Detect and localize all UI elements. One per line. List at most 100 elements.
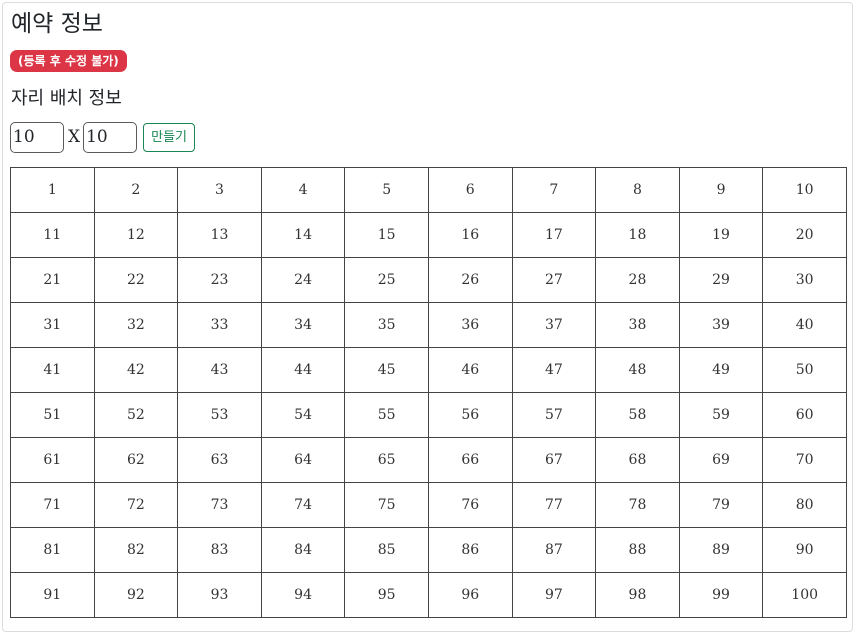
seat-cell[interactable]: 77	[511, 482, 597, 528]
seat-cell[interactable]: 81	[10, 527, 95, 573]
seat-cell[interactable]: 84	[260, 527, 346, 573]
seat-cell[interactable]: 17	[511, 212, 597, 258]
seat-cell[interactable]: 93	[177, 572, 262, 618]
seat-cell[interactable]: 55	[344, 392, 429, 438]
seat-cell[interactable]: 20	[762, 212, 847, 258]
seat-cell[interactable]: 68	[595, 437, 680, 483]
seat-cell[interactable]: 78	[595, 482, 680, 528]
seat-cell[interactable]: 56	[427, 392, 513, 438]
seat-cell[interactable]: 79	[678, 482, 764, 528]
seat-cell[interactable]: 28	[595, 257, 680, 303]
seat-cell[interactable]: 30	[762, 257, 847, 303]
seat-cell[interactable]: 21	[10, 257, 95, 303]
seat-cell[interactable]: 51	[10, 392, 95, 438]
seat-cell[interactable]: 31	[10, 302, 95, 348]
seat-cell[interactable]: 41	[10, 347, 95, 393]
seat-cell[interactable]: 34	[260, 302, 346, 348]
seat-cell[interactable]: 52	[93, 392, 179, 438]
seat-cell[interactable]: 83	[177, 527, 262, 573]
seat-cell[interactable]: 48	[595, 347, 680, 393]
seat-cell[interactable]: 10	[762, 167, 847, 213]
seat-cell[interactable]: 100	[762, 572, 847, 618]
seat-cell[interactable]: 75	[344, 482, 429, 528]
seat-cell[interactable]: 15	[344, 212, 429, 258]
seat-cell[interactable]: 18	[595, 212, 680, 258]
seat-cell[interactable]: 95	[344, 572, 429, 618]
seat-cell[interactable]: 24	[260, 257, 346, 303]
seat-cell[interactable]: 98	[595, 572, 680, 618]
seat-cell[interactable]: 49	[678, 347, 764, 393]
seat-cell[interactable]: 42	[93, 347, 179, 393]
seat-cell[interactable]: 67	[511, 437, 597, 483]
seat-cell[interactable]: 60	[762, 392, 847, 438]
seat-cell[interactable]: 12	[93, 212, 179, 258]
seat-cell[interactable]: 4	[260, 167, 346, 213]
seat-cell[interactable]: 46	[427, 347, 513, 393]
seat-cell[interactable]: 53	[177, 392, 262, 438]
seat-cell[interactable]: 63	[177, 437, 262, 483]
seat-cell[interactable]: 91	[10, 572, 95, 618]
seat-cell[interactable]: 87	[511, 527, 597, 573]
seat-cell[interactable]: 6	[427, 167, 513, 213]
seat-cell[interactable]: 26	[427, 257, 513, 303]
seat-cell[interactable]: 5	[344, 167, 429, 213]
seat-cell[interactable]: 70	[762, 437, 847, 483]
seat-cell[interactable]: 54	[260, 392, 346, 438]
seat-cell[interactable]: 85	[344, 527, 429, 573]
seat-cell[interactable]: 92	[93, 572, 179, 618]
seat-cell[interactable]: 65	[344, 437, 429, 483]
seat-cell[interactable]: 73	[177, 482, 262, 528]
seat-cell[interactable]: 69	[678, 437, 764, 483]
seat-cell[interactable]: 57	[511, 392, 597, 438]
seat-cell[interactable]: 23	[177, 257, 262, 303]
seat-cell[interactable]: 7	[511, 167, 597, 213]
seat-cell[interactable]: 99	[678, 572, 764, 618]
seat-cell[interactable]: 71	[10, 482, 95, 528]
seat-cell[interactable]: 22	[93, 257, 179, 303]
seat-cell[interactable]: 72	[93, 482, 179, 528]
seat-cell[interactable]: 1	[10, 167, 95, 213]
seat-cell[interactable]: 38	[595, 302, 680, 348]
seat-cell[interactable]: 14	[260, 212, 346, 258]
seat-cell[interactable]: 90	[762, 527, 847, 573]
seat-cell[interactable]: 32	[93, 302, 179, 348]
make-grid-button[interactable]: 만들기	[143, 122, 195, 152]
seat-cell[interactable]: 25	[344, 257, 429, 303]
seat-cell[interactable]: 9	[678, 167, 764, 213]
seat-cell[interactable]: 97	[511, 572, 597, 618]
seat-cell[interactable]: 16	[427, 212, 513, 258]
seat-cell[interactable]: 50	[762, 347, 847, 393]
seat-cell[interactable]: 96	[427, 572, 513, 618]
seat-cell[interactable]: 33	[177, 302, 262, 348]
seat-cell[interactable]: 94	[260, 572, 346, 618]
seat-cell[interactable]: 40	[762, 302, 847, 348]
cols-input[interactable]	[83, 121, 138, 153]
seat-cell[interactable]: 45	[344, 347, 429, 393]
seat-cell[interactable]: 64	[260, 437, 346, 483]
seat-cell[interactable]: 39	[678, 302, 764, 348]
seat-cell[interactable]: 74	[260, 482, 346, 528]
seat-cell[interactable]: 37	[511, 302, 597, 348]
seat-cell[interactable]: 76	[427, 482, 513, 528]
seat-cell[interactable]: 86	[427, 527, 513, 573]
seat-cell[interactable]: 82	[93, 527, 179, 573]
seat-cell[interactable]: 8	[595, 167, 680, 213]
seat-cell[interactable]: 44	[260, 347, 346, 393]
seat-cell[interactable]: 80	[762, 482, 847, 528]
seat-cell[interactable]: 13	[177, 212, 262, 258]
seat-cell[interactable]: 59	[678, 392, 764, 438]
seat-cell[interactable]: 66	[427, 437, 513, 483]
seat-cell[interactable]: 19	[678, 212, 764, 258]
seat-cell[interactable]: 2	[93, 167, 179, 213]
seat-cell[interactable]: 29	[678, 257, 764, 303]
seat-cell[interactable]: 89	[678, 527, 764, 573]
seat-cell[interactable]: 35	[344, 302, 429, 348]
seat-cell[interactable]: 61	[10, 437, 95, 483]
seat-cell[interactable]: 27	[511, 257, 597, 303]
seat-cell[interactable]: 47	[511, 347, 597, 393]
seat-cell[interactable]: 11	[10, 212, 95, 258]
seat-cell[interactable]: 3	[177, 167, 262, 213]
seat-cell[interactable]: 43	[177, 347, 262, 393]
seat-cell[interactable]: 88	[595, 527, 680, 573]
rows-input[interactable]	[10, 121, 64, 153]
